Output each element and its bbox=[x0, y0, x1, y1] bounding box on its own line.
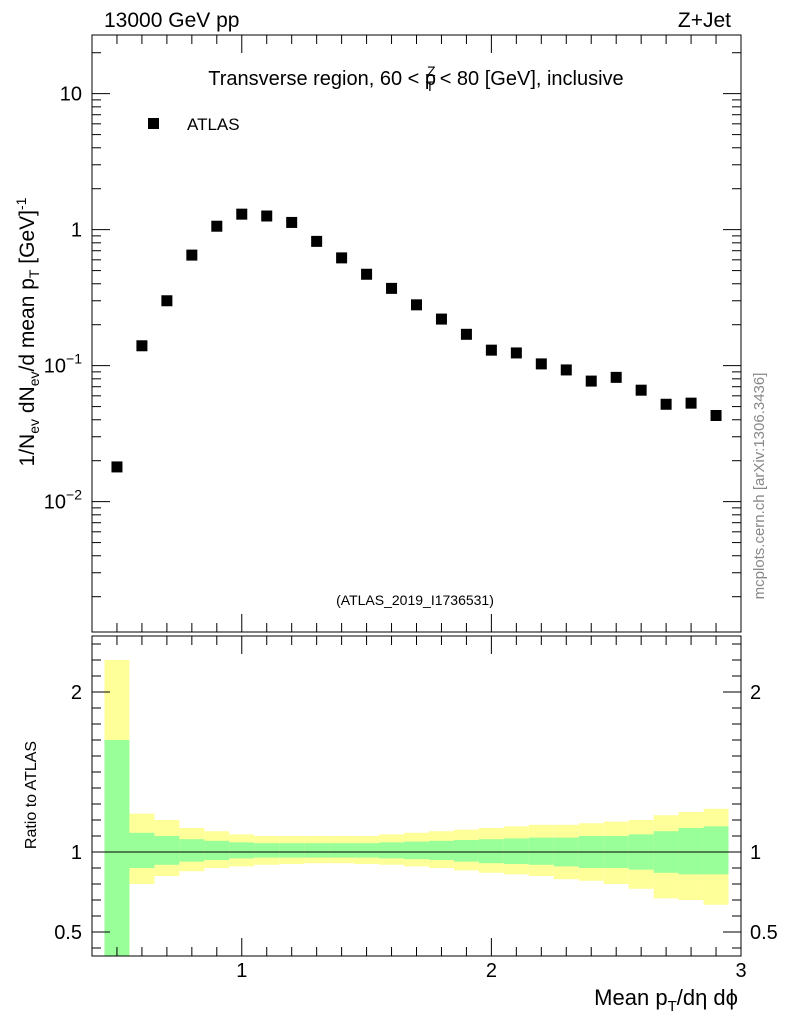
ratio-tick-labels: 0.5 0.5 1 1 2 2 1 2 3 bbox=[54, 682, 778, 982]
energy-label: 13000 GeV pp bbox=[104, 9, 239, 32]
ratio-y-axis-label: Ratio to ATLAS bbox=[23, 741, 40, 849]
main-y-tick-labels: 10−2 10−1 1 10 bbox=[44, 84, 82, 514]
legend-marker-atlas bbox=[148, 118, 159, 129]
stat-band-bin-3 bbox=[179, 839, 205, 862]
data-point bbox=[460, 328, 472, 340]
data-point bbox=[161, 295, 173, 307]
data-point bbox=[111, 461, 123, 473]
data-point bbox=[435, 313, 447, 325]
data-point bbox=[510, 347, 522, 359]
data-point bbox=[236, 208, 248, 220]
stat-band-bin-6 bbox=[254, 843, 280, 858]
data-point bbox=[136, 340, 148, 352]
stat-band-bin-17 bbox=[528, 837, 554, 865]
data-point bbox=[560, 364, 572, 376]
stat-band-bin-7 bbox=[279, 843, 305, 858]
stat-band-bin-9 bbox=[329, 843, 355, 858]
stat-band-bin-24 bbox=[703, 826, 729, 875]
data-point bbox=[485, 344, 497, 356]
stat-band-bin-2 bbox=[154, 836, 180, 865]
ratio-total-uncertainty-band bbox=[104, 660, 729, 956]
data-point bbox=[361, 268, 373, 280]
stat-band-bin-0 bbox=[104, 740, 130, 956]
data-point bbox=[535, 358, 547, 370]
analysis-id-label: (ATLAS_2019_I1736531) bbox=[336, 592, 494, 608]
stat-band-bin-5 bbox=[229, 842, 255, 859]
main-y-tick-label: 10−1 bbox=[44, 351, 82, 378]
data-point bbox=[660, 398, 672, 410]
ratio-y-tick-label-right: 1 bbox=[750, 842, 761, 864]
stat-band-bin-11 bbox=[379, 842, 405, 859]
stat-band-bin-4 bbox=[204, 840, 230, 860]
x-tick-label: 3 bbox=[735, 960, 746, 982]
data-point bbox=[685, 397, 697, 409]
stat-band-bin-1 bbox=[129, 832, 155, 868]
x-axis-label: Mean pT/dη dϕ bbox=[594, 985, 738, 1015]
ratio-y-tick-label-left: 1 bbox=[71, 842, 82, 864]
data-point bbox=[635, 384, 647, 396]
data-point bbox=[286, 216, 298, 228]
main-y-tick-label: 10−2 bbox=[44, 487, 82, 514]
ratio-y-tick-label-right: 2 bbox=[750, 682, 761, 704]
data-point bbox=[710, 409, 722, 421]
mcplots-watermark: mcplots.cern.ch [arXiv:1306.3436] bbox=[751, 373, 768, 600]
atlas-data-points bbox=[111, 208, 722, 473]
data-point bbox=[336, 252, 348, 264]
data-point bbox=[311, 235, 323, 247]
process-label: Z+Jet bbox=[678, 9, 731, 32]
legend-label-atlas: ATLAS bbox=[187, 115, 240, 134]
main-y-tick-label: 10 bbox=[60, 84, 82, 106]
data-point bbox=[411, 299, 422, 311]
stat-band-bin-23 bbox=[678, 828, 704, 875]
data-point bbox=[186, 249, 198, 261]
plot-title: Transverse region, 60 < pZ T < 80 [GeV], … bbox=[208, 63, 623, 94]
x-tick-label: 1 bbox=[236, 960, 247, 982]
data-point bbox=[585, 375, 597, 387]
ratio-y-tick-label-left: 0.5 bbox=[54, 922, 82, 944]
data-point bbox=[261, 210, 273, 222]
main-y-axis-label: 1/Nev dNev/d mean pT [GeV]-1 bbox=[13, 197, 42, 466]
stat-band-bin-8 bbox=[304, 843, 330, 858]
data-point bbox=[211, 220, 223, 232]
stat-band-bin-13 bbox=[428, 840, 454, 860]
stat-band-bin-12 bbox=[404, 841, 429, 860]
ratio-plot-frame bbox=[91, 635, 742, 957]
stat-band-bin-15 bbox=[478, 839, 504, 864]
data-point bbox=[386, 282, 398, 294]
stat-band-bin-10 bbox=[354, 843, 380, 858]
ratio-axis-ticks bbox=[91, 636, 742, 956]
ratio-y-tick-label-left: 2 bbox=[71, 682, 82, 704]
stat-band-bin-14 bbox=[453, 840, 479, 862]
stat-band-bin-16 bbox=[503, 838, 529, 864]
main-y-tick-label: 1 bbox=[71, 220, 82, 242]
x-tick-label: 2 bbox=[486, 960, 497, 982]
ratio-y-tick-label-right: 0.5 bbox=[750, 922, 778, 944]
ratio-statistical-uncertainty-band bbox=[104, 740, 729, 956]
data-point bbox=[610, 371, 622, 383]
main-axis-ticks bbox=[91, 35, 742, 632]
